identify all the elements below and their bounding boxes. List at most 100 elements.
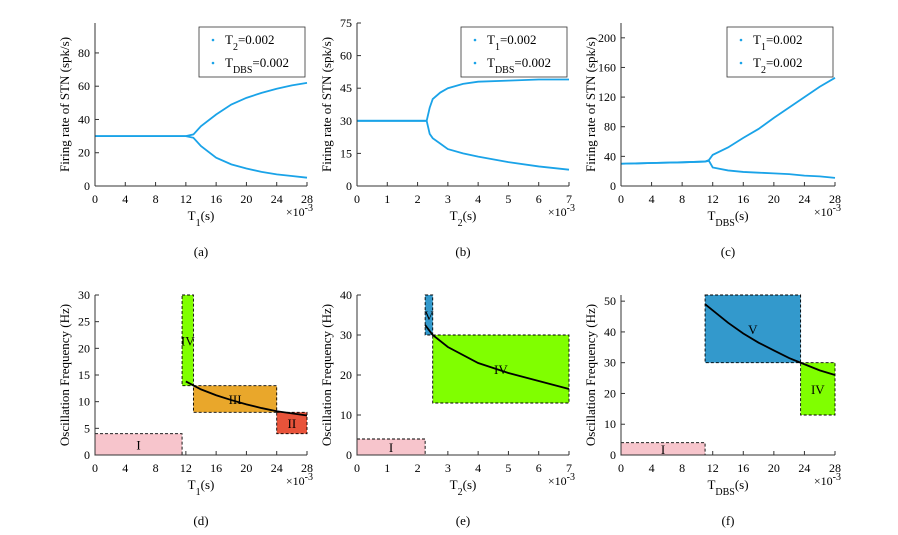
text-part: 2 (458, 487, 463, 498)
text-part: =0.002 (500, 32, 537, 47)
x-tick-label: 16 (737, 461, 749, 475)
y-tick-label: 45 (340, 81, 352, 95)
y-tick-label: 80 (78, 46, 90, 60)
region-label: I (389, 440, 393, 455)
x-tick-label: 2 (415, 461, 421, 475)
text-part: -3 (305, 203, 313, 214)
caption: (a) (194, 244, 208, 259)
x-tick-label: 24 (271, 192, 283, 206)
legend-label: T1=0.002 (753, 32, 803, 53)
legend-label: TDBS=0.002 (225, 55, 289, 76)
y-tick-label: 20 (340, 368, 352, 382)
x-axis-label: T2(s) (450, 208, 477, 229)
text-part: T (450, 477, 458, 492)
x-tick-label: 4 (649, 192, 655, 206)
legend-marker (739, 38, 743, 42)
text-part: (s) (463, 208, 477, 223)
x-axis-label: TDBS(s) (707, 477, 748, 498)
x-tick-label: 4 (122, 461, 128, 475)
text-part: T (225, 32, 233, 47)
data-line (620, 159, 836, 179)
text-part: (s) (201, 208, 215, 223)
text-part: T (225, 55, 233, 70)
x-tick-label: 5 (505, 192, 511, 206)
y-tick-label: 40 (78, 112, 90, 126)
y-tick-label: 60 (340, 49, 352, 63)
x-tick-label: 8 (153, 192, 159, 206)
curve (424, 324, 570, 390)
y-tick-label: 20 (604, 386, 616, 400)
y-tick-label: 0 (610, 448, 616, 462)
x-tick-label: 4 (475, 192, 481, 206)
y-tick-label: 15 (78, 368, 90, 382)
text-part: -3 (567, 203, 575, 214)
region (276, 411, 308, 435)
data-line (95, 81, 308, 138)
region-label: III (229, 392, 242, 407)
y-tick-label: 50 (604, 294, 616, 308)
x-tick-label: 0 (618, 192, 624, 206)
text-part: DBS (715, 218, 734, 229)
region-label: II (288, 416, 297, 431)
x-tick-label: 8 (153, 461, 159, 475)
text-part: -3 (833, 472, 841, 483)
text-part: DBS (233, 65, 252, 76)
y-tick-label: 0 (84, 448, 90, 462)
legend-label: T2=0.002 (225, 32, 275, 53)
x-axis-label: T2(s) (450, 477, 477, 498)
region (800, 362, 836, 416)
x-exponent: ×10-3 (286, 203, 313, 220)
x-axis-label: T1(s) (188, 477, 215, 498)
x-axis-label: T1(s) (188, 208, 215, 229)
x-tick-label: 3 (445, 461, 451, 475)
text-part: T (707, 477, 715, 492)
x-tick-label: 5 (505, 461, 511, 475)
region-label: IV (181, 333, 195, 348)
legend-label: TDBS=0.002 (487, 55, 551, 76)
y-tick-label: 30 (78, 288, 90, 302)
y-tick-label: 30 (604, 356, 616, 370)
x-tick-label: 16 (737, 192, 749, 206)
text-part: 2 (233, 42, 238, 53)
x-tick-label: 1 (384, 192, 390, 206)
text-part: T (188, 477, 196, 492)
x-axis-label: TDBS(s) (707, 208, 748, 229)
text-part: ×10 (814, 205, 833, 219)
text-part: T (487, 32, 495, 47)
text-part: 2 (761, 65, 766, 76)
curve (185, 380, 308, 417)
x-tick-label: 20 (240, 192, 252, 206)
y-tick-label: 0 (84, 179, 90, 193)
x-tick-label: 28 (301, 192, 313, 206)
text-part: 1 (196, 487, 201, 498)
text-part: T (753, 32, 761, 47)
y-axis-label: Oscillation Frequency (Hz) (319, 304, 334, 446)
x-tick-label: 28 (829, 192, 841, 206)
text-part: =0.002 (238, 32, 275, 47)
x-tick-label: 12 (180, 192, 192, 206)
text-part: (s) (735, 208, 749, 223)
x-tick-label: 4 (649, 461, 655, 475)
x-exponent: ×10-3 (548, 472, 575, 489)
x-tick-label: 0 (618, 461, 624, 475)
text-part: (s) (201, 477, 215, 492)
x-tick-label: 2 (415, 192, 421, 206)
y-tick-label: 200 (598, 31, 616, 45)
region-label: V (424, 308, 434, 323)
region-label: IV (494, 362, 508, 377)
data-line (357, 78, 569, 122)
y-axis-label: Firing rate of STN (spk/s) (583, 37, 598, 172)
x-tick-label: 16 (210, 461, 222, 475)
text-part: T (450, 208, 458, 223)
legend-label: T2=0.002 (753, 55, 803, 76)
caption: (b) (455, 244, 470, 259)
y-tick-label: 10 (604, 417, 616, 431)
text-part: ×10 (548, 205, 567, 219)
y-axis-label: Oscillation Frequency (Hz) (583, 304, 598, 446)
text-part: ×10 (286, 474, 305, 488)
text-part: -3 (833, 203, 841, 214)
